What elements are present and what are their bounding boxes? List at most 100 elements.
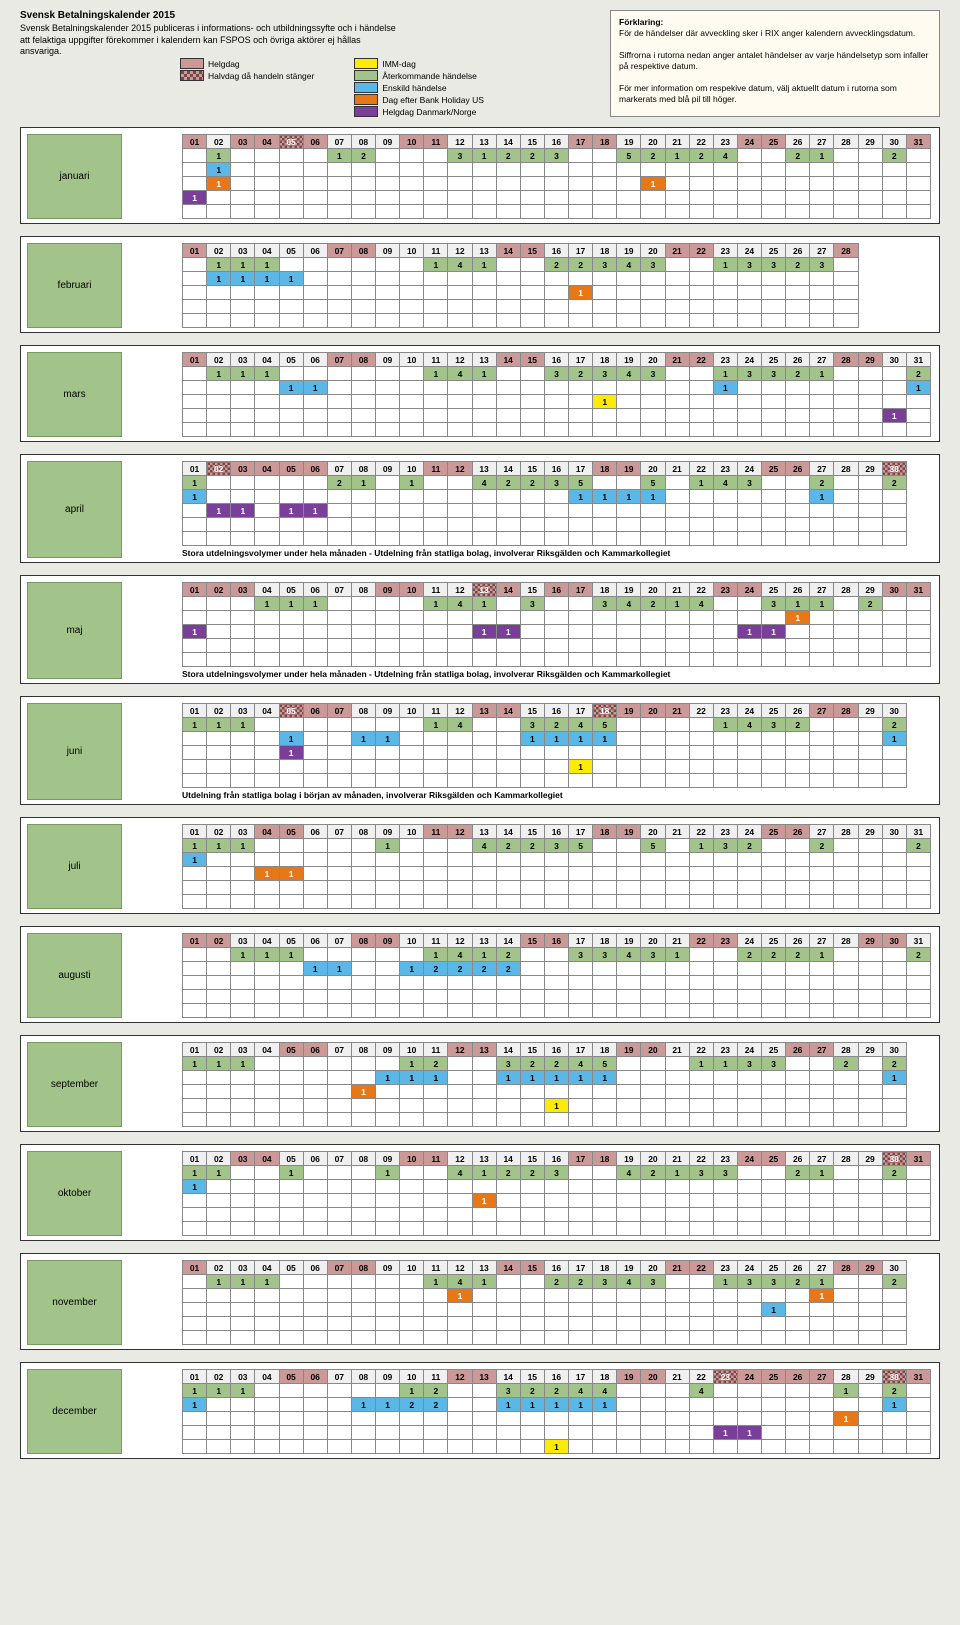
daynum[interactable]: 22: [689, 1370, 713, 1384]
event-cell[interactable]: 1: [400, 1071, 424, 1085]
event-cell[interactable]: 2: [762, 948, 786, 962]
daynum[interactable]: 31: [906, 1152, 930, 1166]
event-cell[interactable]: 1: [376, 1166, 400, 1180]
daynum[interactable]: 30: [882, 462, 906, 476]
event-cell[interactable]: 2: [882, 718, 906, 732]
daynum[interactable]: 06: [303, 244, 327, 258]
daynum[interactable]: 01: [183, 583, 207, 597]
event-cell[interactable]: 1: [183, 718, 207, 732]
daynum[interactable]: 10: [400, 244, 424, 258]
daynum[interactable]: 28: [834, 583, 858, 597]
daynum[interactable]: 28: [834, 1370, 858, 1384]
event-cell[interactable]: 1: [207, 839, 231, 853]
daynum[interactable]: 15: [520, 825, 544, 839]
daynum[interactable]: 28: [834, 1043, 858, 1057]
event-cell[interactable]: 1: [810, 490, 834, 504]
event-cell[interactable]: 1: [400, 476, 424, 490]
daynum[interactable]: 24: [737, 825, 761, 839]
daynum[interactable]: 15: [520, 1152, 544, 1166]
daynum[interactable]: 24: [737, 1370, 761, 1384]
daynum[interactable]: 08: [351, 583, 375, 597]
daynum[interactable]: 30: [882, 135, 906, 149]
event-cell[interactable]: 1: [327, 962, 351, 976]
event-cell[interactable]: 3: [496, 1057, 520, 1071]
daynum[interactable]: 16: [544, 704, 568, 718]
event-cell[interactable]: 1: [207, 1057, 231, 1071]
event-cell[interactable]: 4: [448, 948, 472, 962]
event-cell[interactable]: 2: [786, 948, 810, 962]
daynum[interactable]: 16: [544, 353, 568, 367]
daynum[interactable]: 24: [737, 704, 761, 718]
daynum[interactable]: 21: [665, 1043, 689, 1057]
daynum[interactable]: 02: [207, 1043, 231, 1057]
daynum[interactable]: 20: [641, 1043, 665, 1057]
daynum[interactable]: 21: [665, 244, 689, 258]
event-cell[interactable]: 1: [231, 367, 255, 381]
event-cell[interactable]: 1: [834, 1384, 858, 1398]
daynum[interactable]: 04: [255, 462, 279, 476]
daynum[interactable]: 14: [496, 583, 520, 597]
event-cell[interactable]: 1: [569, 1398, 593, 1412]
daynum[interactable]: 21: [665, 462, 689, 476]
event-cell[interactable]: 1: [376, 732, 400, 746]
daynum[interactable]: 04: [255, 244, 279, 258]
daynum[interactable]: 20: [641, 583, 665, 597]
daynum[interactable]: 09: [376, 135, 400, 149]
daynum[interactable]: 08: [351, 825, 375, 839]
event-cell[interactable]: 1: [279, 597, 303, 611]
daynum[interactable]: 12: [448, 825, 472, 839]
daynum[interactable]: 31: [906, 583, 930, 597]
daynum[interactable]: 08: [351, 1370, 375, 1384]
event-cell[interactable]: 1: [207, 1275, 231, 1289]
daynum[interactable]: 29: [858, 583, 882, 597]
event-cell[interactable]: 3: [737, 1057, 761, 1071]
daynum[interactable]: 20: [641, 135, 665, 149]
daynum[interactable]: 24: [737, 462, 761, 476]
event-cell[interactable]: 1: [544, 1071, 568, 1085]
daynum[interactable]: 19: [617, 1261, 641, 1275]
event-cell[interactable]: 3: [810, 258, 834, 272]
daynum[interactable]: 19: [617, 1370, 641, 1384]
event-cell[interactable]: 1: [882, 732, 906, 746]
event-cell[interactable]: 5: [569, 476, 593, 490]
daynum[interactable]: 15: [520, 704, 544, 718]
daynum[interactable]: 09: [376, 1152, 400, 1166]
event-cell[interactable]: 1: [569, 490, 593, 504]
daynum[interactable]: 10: [400, 1261, 424, 1275]
event-cell[interactable]: 5: [593, 718, 617, 732]
daynum[interactable]: 23: [713, 1261, 737, 1275]
daynum[interactable]: 01: [183, 1370, 207, 1384]
event-cell[interactable]: 1: [207, 272, 231, 286]
event-cell[interactable]: 1: [810, 597, 834, 611]
event-cell[interactable]: 4: [617, 597, 641, 611]
daynum[interactable]: 23: [713, 1370, 737, 1384]
daynum[interactable]: 15: [520, 353, 544, 367]
daynum[interactable]: 22: [689, 353, 713, 367]
event-cell[interactable]: 2: [351, 149, 375, 163]
daynum[interactable]: 25: [762, 135, 786, 149]
daynum[interactable]: 08: [351, 462, 375, 476]
daynum[interactable]: 26: [786, 244, 810, 258]
event-cell[interactable]: 2: [520, 1166, 544, 1180]
event-cell[interactable]: 1: [279, 948, 303, 962]
event-cell[interactable]: 2: [424, 1398, 448, 1412]
daynum[interactable]: 07: [327, 244, 351, 258]
event-cell[interactable]: 3: [689, 1166, 713, 1180]
event-cell[interactable]: 3: [544, 149, 568, 163]
daynum[interactable]: 26: [786, 704, 810, 718]
event-cell[interactable]: 3: [713, 1166, 737, 1180]
daynum[interactable]: 03: [231, 934, 255, 948]
daynum[interactable]: 28: [834, 704, 858, 718]
event-cell[interactable]: 4: [689, 597, 713, 611]
event-cell[interactable]: 1: [207, 149, 231, 163]
daynum[interactable]: 26: [786, 353, 810, 367]
daynum[interactable]: 28: [834, 1152, 858, 1166]
event-cell[interactable]: 3: [762, 367, 786, 381]
daynum[interactable]: 19: [617, 135, 641, 149]
daynum[interactable]: 16: [544, 583, 568, 597]
event-cell[interactable]: 1: [424, 258, 448, 272]
event-cell[interactable]: 2: [520, 1384, 544, 1398]
event-cell[interactable]: 1: [713, 1275, 737, 1289]
event-cell[interactable]: 1: [231, 1275, 255, 1289]
daynum[interactable]: 03: [231, 1261, 255, 1275]
